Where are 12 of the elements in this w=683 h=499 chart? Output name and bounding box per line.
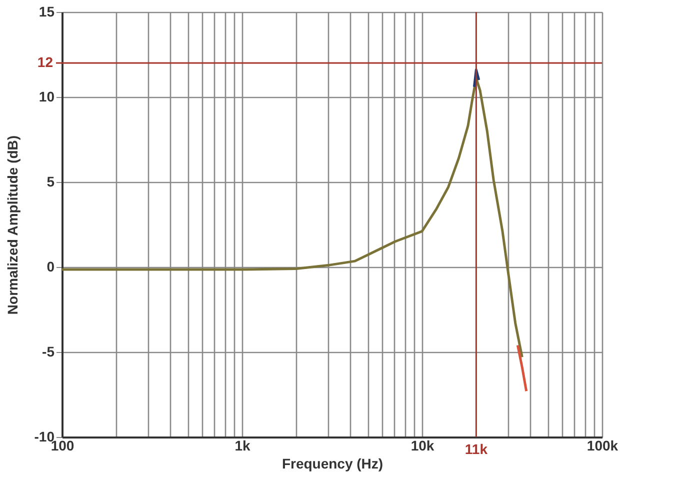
y-axis-title: Normalized Amplitude (dB): [4, 135, 20, 315]
y-tick-label: 0: [46, 258, 55, 274]
y-tick-label: 5: [46, 174, 55, 190]
x-axis-title: Frequency (Hz): [282, 456, 384, 472]
ref-line-label: 11k: [464, 441, 488, 457]
x-tick-label: 100k: [586, 438, 618, 454]
ref-line-label: 12: [37, 54, 54, 70]
x-tick-label: 10k: [410, 438, 434, 454]
y-tick-label: 15: [38, 4, 55, 20]
x-tick-label: 1k: [234, 438, 250, 454]
y-tick-label: 10: [38, 88, 55, 104]
y-tick-label: -5: [42, 344, 55, 360]
